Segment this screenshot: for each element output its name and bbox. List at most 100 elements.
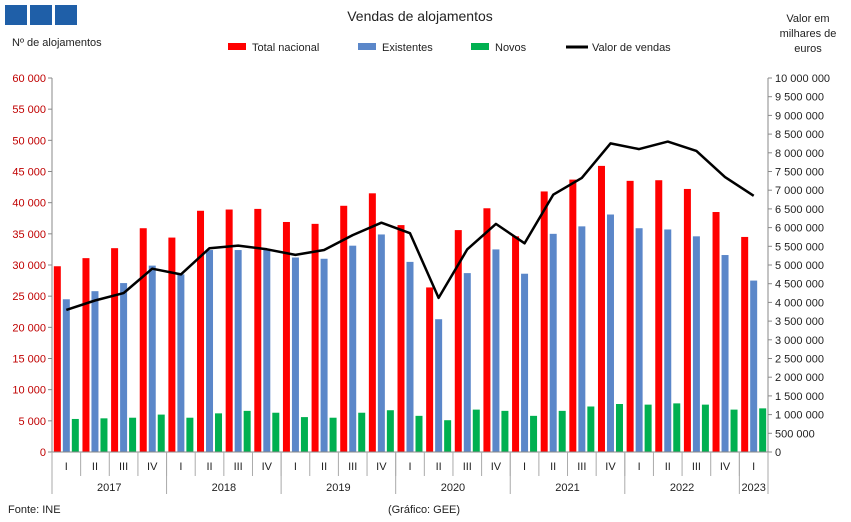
year-label: 2023 [741,482,765,494]
category-label: III [577,461,586,473]
bar-novos [759,408,767,452]
bar-novos [71,418,79,452]
bar-total-nacional [168,237,176,452]
bars [53,165,767,453]
bar-novos [186,417,194,452]
right-tick-label: 0 [775,447,781,459]
bar-novos [358,412,366,452]
bar-existentes [206,250,214,452]
bar-novos [100,418,108,452]
line-valor-de-vendas [65,140,755,312]
bar-novos [329,417,337,452]
category-label: III [692,461,701,473]
right-axis-label-line-1: Valor em [786,13,829,25]
header-square [30,5,52,25]
bar-total-nacional [197,210,205,452]
bar-novos [129,417,137,452]
left-tick-label: 35 000 [12,229,46,241]
category-label: IV [262,461,273,473]
legend-label: Valor de vendas [592,42,671,54]
category-label: I [523,461,526,473]
bar-total-nacional [712,212,720,452]
category-label: III [463,461,472,473]
bar-existentes [549,233,557,452]
bar-novos [558,410,566,452]
bar-total-nacional [368,193,376,453]
year-label: 2018 [212,482,236,494]
bar-existentes [120,283,128,452]
bar-existentes [263,250,271,452]
legend-label: Novos [495,42,527,54]
category-label: IV [605,461,616,473]
bar-existentes [750,280,758,452]
right-axis-label-line-2: milhares de [780,28,837,40]
legend-swatch [228,43,246,50]
category-label: IV [720,461,731,473]
right-tick-label: 5 500 000 [775,241,824,253]
footer-credit: (Gráfico: GEE) [388,504,460,516]
bar-total-nacional [311,223,319,452]
category-label: I [65,461,68,473]
right-tick-label: 1 500 000 [775,391,824,403]
bar-total-nacional [426,287,434,452]
bar-total-nacional [741,236,749,452]
right-tick-label: 500 000 [775,428,815,440]
bar-existentes [721,255,729,452]
bar-novos [386,410,394,452]
bar-novos [215,413,223,452]
bar-total-nacional [597,165,605,452]
bar-novos [615,404,623,452]
bar-total-nacional [569,179,577,452]
bar-novos [701,404,709,452]
right-tick-label: 7 500 000 [775,167,824,179]
legend-label: Total nacional [252,42,319,54]
right-tick-label: 3 000 000 [775,335,824,347]
bar-novos [300,417,308,452]
bar-existentes [349,245,357,452]
category-label: II [436,461,442,473]
bar-total-nacional [340,205,348,452]
category-label: I [408,461,411,473]
axes: 0 5 000 10 000 15 000 20 000 25 000 30 000 35 0… [12,73,830,494]
year-label: 2022 [670,482,694,494]
left-tick-label: 0 [40,447,46,459]
legend-label: Existentes [382,42,433,54]
bar-total-nacional [512,236,520,452]
bar-total-nacional [626,180,634,452]
right-tick-label: 6 500 000 [775,204,824,216]
category-label: II [206,461,212,473]
bar-existentes [492,249,500,452]
bar-total-nacional [483,208,491,452]
bar-total-nacional [454,230,462,452]
bar-existentes [406,261,414,452]
left-tick-label: 60 000 [12,73,46,85]
bar-novos [530,415,538,452]
right-tick-label: 1 000 000 [775,410,824,422]
left-tick-label: 55 000 [12,104,46,116]
left-tick-label: 50 000 [12,135,46,147]
category-label: I [638,461,641,473]
category-label: I [179,461,182,473]
bar-novos [730,409,738,452]
bar-existentes [177,274,185,452]
bar-existentes [664,229,672,452]
right-tick-label: 4 000 000 [775,297,824,309]
right-tick-label: 10 000 000 [775,73,830,85]
bar-total-nacional [53,266,61,452]
bar-total-nacional [683,188,691,452]
left-tick-label: 20 000 [12,322,46,334]
bar-novos [157,414,165,452]
bar-existentes [435,319,443,452]
right-tick-label: 5 000 000 [775,260,824,272]
left-tick-label: 25 000 [12,291,46,303]
right-tick-label: 9 500 000 [775,92,824,104]
bar-novos [243,410,251,452]
category-label: II [321,461,327,473]
bar-existentes [578,226,586,452]
category-label: IV [147,461,158,473]
chart-title: Vendas de alojamentos [347,8,493,24]
year-label: 2021 [555,482,579,494]
left-tick-label: 10 000 [12,385,46,397]
bar-novos [587,406,595,452]
